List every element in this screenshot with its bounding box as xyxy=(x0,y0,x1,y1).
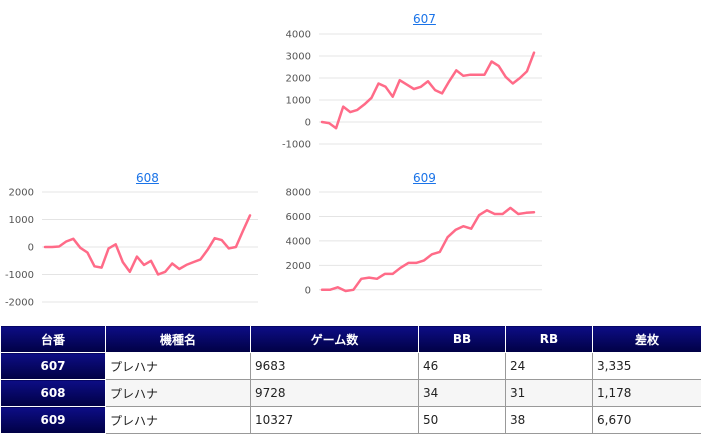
series-line xyxy=(43,214,252,276)
y-tick-label: 0 xyxy=(305,285,311,296)
machine-number: 609 xyxy=(0,406,106,434)
y-tick-label: 3000 xyxy=(286,52,311,63)
chart-609: 609 0 2000 4000 6000 8000 xyxy=(270,171,550,311)
game-count: 10327 xyxy=(250,406,419,434)
y-tick-label: 8000 xyxy=(286,188,311,199)
rb-count: 31 xyxy=(505,379,593,407)
y-tick-label: -1000 xyxy=(282,140,311,151)
machine-number: 608 xyxy=(0,379,106,407)
chart-title-link[interactable]: 608 xyxy=(136,171,159,185)
bb-count: 34 xyxy=(418,379,506,407)
y-tick-label: 1000 xyxy=(286,96,311,107)
model-name: プレハナ xyxy=(105,379,251,407)
coin-difference: 6,670 xyxy=(592,406,701,434)
y-tick-label: 1000 xyxy=(9,215,34,226)
y-tick-label: 0 xyxy=(305,118,311,129)
column-header: BB xyxy=(418,325,506,353)
series-line xyxy=(320,206,536,293)
y-tick-label: 2000 xyxy=(286,74,311,85)
series-line xyxy=(320,51,536,130)
y-tick-label: 4000 xyxy=(286,30,311,41)
y-tick-label: 0 xyxy=(28,243,34,254)
model-name: プレハナ xyxy=(105,352,251,380)
y-tick-label: 2000 xyxy=(9,188,34,199)
chart-607: 607 -1000 0 1000 2000 3000 4000 xyxy=(270,12,550,162)
chart-title-link[interactable]: 609 xyxy=(413,171,436,185)
column-header: RB xyxy=(505,325,593,353)
rb-count: 38 xyxy=(505,406,593,434)
chart-title-link[interactable]: 607 xyxy=(413,12,436,26)
machine-table: 台番 機種名 ゲーム数 BB RB 差枚 607 プレハナ 9683 46 24… xyxy=(0,325,701,434)
chart-svg: -1000 0 1000 2000 3000 4000 xyxy=(282,30,542,151)
column-header: 機種名 xyxy=(105,325,251,353)
table-row: 607 プレハナ 9683 46 24 3,335 xyxy=(0,352,701,380)
y-tick-label: -1000 xyxy=(5,270,34,281)
chart-svg: -2000 -1000 0 1000 2000 xyxy=(5,188,258,309)
rb-count: 24 xyxy=(505,352,593,380)
coin-difference: 1,178 xyxy=(592,379,701,407)
table-row: 609 プレハナ 10327 50 38 6,670 xyxy=(0,406,701,434)
coin-difference: 3,335 xyxy=(592,352,701,380)
bb-count: 46 xyxy=(418,352,506,380)
table-row: 608 プレハナ 9728 34 31 1,178 xyxy=(0,379,701,407)
model-name: プレハナ xyxy=(105,406,251,434)
machine-number: 607 xyxy=(0,352,106,380)
y-tick-label: 6000 xyxy=(286,212,311,223)
game-count: 9683 xyxy=(250,352,419,380)
y-tick-label: 2000 xyxy=(286,261,311,272)
chart-svg: 0 2000 4000 6000 8000 xyxy=(286,188,542,296)
column-header: 差枚 xyxy=(592,325,701,353)
column-header: 台番 xyxy=(0,325,106,353)
game-count: 9728 xyxy=(250,379,419,407)
y-tick-label: 4000 xyxy=(286,236,311,247)
bb-count: 50 xyxy=(418,406,506,434)
column-header: ゲーム数 xyxy=(250,325,419,353)
y-tick-label: -2000 xyxy=(5,298,34,309)
chart-608: 608 -2000 -1000 0 1000 2000 xyxy=(0,171,265,316)
table-header-row: 台番 機種名 ゲーム数 BB RB 差枚 xyxy=(0,325,701,353)
